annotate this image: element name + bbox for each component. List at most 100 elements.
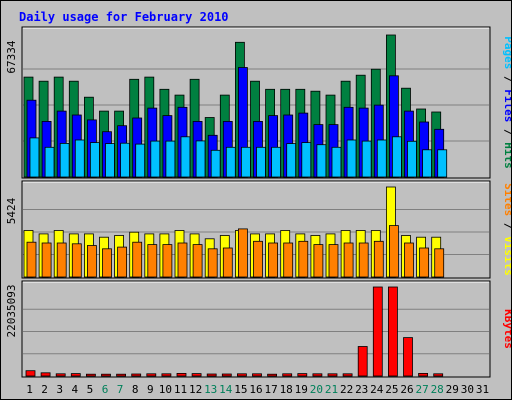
bar-pages-day-22: [346, 139, 357, 178]
bar-pages-day-12: [195, 140, 206, 178]
bar-kbytes-day-4: [70, 373, 81, 377]
bar-pages-day-25: [391, 136, 402, 178]
x-tick-label-day-20: 20: [310, 383, 323, 396]
x-tick-label-day-10: 10: [159, 383, 172, 396]
bar-pages-day-17: [271, 146, 282, 178]
legend-pages: Pages: [502, 36, 511, 69]
bar-kbytes-day-23: [357, 346, 368, 377]
chart-panels: 67334 Pages / Files / Hits 5424 Sites / Vis…: [5, 26, 511, 378]
bar-kbytes-day-10: [161, 373, 172, 377]
panel-legend: Pages / Files / Hits: [502, 36, 511, 169]
bar-sites-day-15: [237, 228, 248, 278]
bar-sites-day-12: [192, 244, 203, 278]
bar-pages-day-23: [361, 140, 372, 178]
bar-kbytes-day-26: [403, 337, 413, 377]
bar-kbytes-day-20: [312, 373, 323, 377]
x-tick-label-day-9: 9: [147, 383, 154, 396]
x-tick-label-day-11: 11: [174, 383, 187, 396]
bar-sites-day-11: [177, 242, 188, 278]
bar-kbytes-day-27: [418, 372, 429, 377]
legend-separator: /: [502, 216, 511, 236]
bar-sites-day-6: [102, 248, 112, 278]
panel-visits-sites: 5424 Sites / Visits: [5, 180, 511, 279]
x-axis-labels: 1 2 3 4 5 6 7 8 9 10 11 12 13 14 15 16 17 18 19 20 21 22 23 24 2…: [26, 383, 489, 396]
bar-pages-day-3: [59, 142, 70, 178]
x-tick-label-day-13: 13: [204, 383, 217, 396]
x-tick-label-day-14: 14: [219, 383, 233, 396]
bar-kbytes-day-9: [146, 373, 157, 377]
bar-pages-day-1: [29, 137, 40, 178]
bar-kbytes-day-2: [40, 372, 51, 377]
bar-sites-day-18: [283, 242, 294, 278]
bar-sites-day-9: [147, 244, 158, 278]
x-tick-label-day-31: 31: [476, 383, 489, 396]
bar-kbytes-day-8: [131, 373, 142, 377]
bar-sites-day-3: [56, 242, 67, 278]
legend-hits: Hits: [502, 142, 511, 169]
bar-sites-day-14: [222, 247, 233, 278]
bar-sites-day-2: [41, 242, 52, 278]
bar-sites-day-19: [298, 240, 309, 278]
bar-pages-day-8: [135, 143, 146, 178]
x-tick-label-day-27: 27: [415, 383, 428, 396]
x-tick-label-day-21: 21: [325, 383, 338, 396]
bar-kbytes-day-3: [55, 373, 66, 377]
legend-files: Files: [502, 89, 511, 122]
bar-kbytes-day-25: [387, 286, 398, 377]
x-tick-label-day-19: 19: [295, 383, 308, 396]
bar-pages-day-18: [286, 143, 297, 178]
panel-max-label: 22035093: [5, 285, 18, 338]
bar-sites-day-20: [313, 244, 324, 278]
x-tick-label-day-29: 29: [446, 383, 459, 396]
bar-sites-day-1: [26, 241, 37, 278]
bar-sites-day-16: [253, 240, 263, 278]
bar-sites-day-27: [419, 247, 430, 278]
x-tick-label-day-4: 4: [71, 383, 78, 396]
bar-sites-day-21: [328, 244, 339, 278]
bar-kbytes-day-24: [372, 286, 383, 377]
bar-pages-day-16: [256, 146, 266, 178]
bar-pages-day-27: [422, 149, 433, 178]
bar-pages-day-26: [407, 140, 417, 178]
x-tick-label-day-28: 28: [431, 383, 444, 396]
panel-max-label: 67334: [5, 40, 18, 73]
panel-pages-files-hits: 67334 Pages / Files / Hits: [5, 26, 511, 179]
panel-max-label: 5424: [5, 197, 18, 224]
bar-kbytes-day-11: [176, 372, 187, 377]
x-tick-label-day-24: 24: [370, 383, 384, 396]
bar-pages-day-21: [331, 146, 342, 178]
x-tick-label-day-3: 3: [56, 383, 63, 396]
bar-sites-day-23: [358, 242, 369, 278]
legend-sites: Sites: [502, 183, 511, 216]
bar-sites-day-26: [404, 242, 414, 278]
bar-sites-day-5: [87, 245, 97, 278]
bar-sites-day-25: [388, 225, 399, 278]
x-tick-label-day-15: 15: [234, 383, 247, 396]
bar-kbytes-day-21: [327, 373, 338, 377]
legend-separator: /: [502, 122, 511, 142]
bar-kbytes-day-7: [116, 373, 126, 377]
bar-pages-day-24: [376, 139, 387, 178]
bar-sites-day-7: [117, 246, 127, 278]
x-tick-label-day-5: 5: [87, 383, 94, 396]
bar-pages-day-20: [316, 144, 327, 178]
panel-frame: [21, 280, 491, 378]
bar-sites-day-10: [162, 244, 173, 278]
bar-kbytes-day-19: [297, 373, 308, 377]
bar-pages-day-11: [180, 136, 191, 178]
bar-sites-day-13: [207, 248, 218, 278]
x-tick-label-day-12: 12: [189, 383, 202, 396]
bar-pages-day-2: [44, 146, 55, 178]
bar-sites-day-28: [434, 248, 445, 278]
bar-kbytes-day-1: [25, 370, 36, 377]
x-tick-label-day-6: 6: [102, 383, 109, 396]
x-tick-label-day-1: 1: [26, 383, 33, 396]
bar-kbytes-day-5: [86, 373, 96, 377]
bar-kbytes-day-15: [236, 373, 247, 377]
bar-kbytes-day-22: [342, 373, 353, 377]
bar-sites-day-4: [71, 243, 82, 278]
bar-kbytes-day-28: [433, 373, 444, 377]
bar-pages-day-15: [240, 146, 251, 178]
